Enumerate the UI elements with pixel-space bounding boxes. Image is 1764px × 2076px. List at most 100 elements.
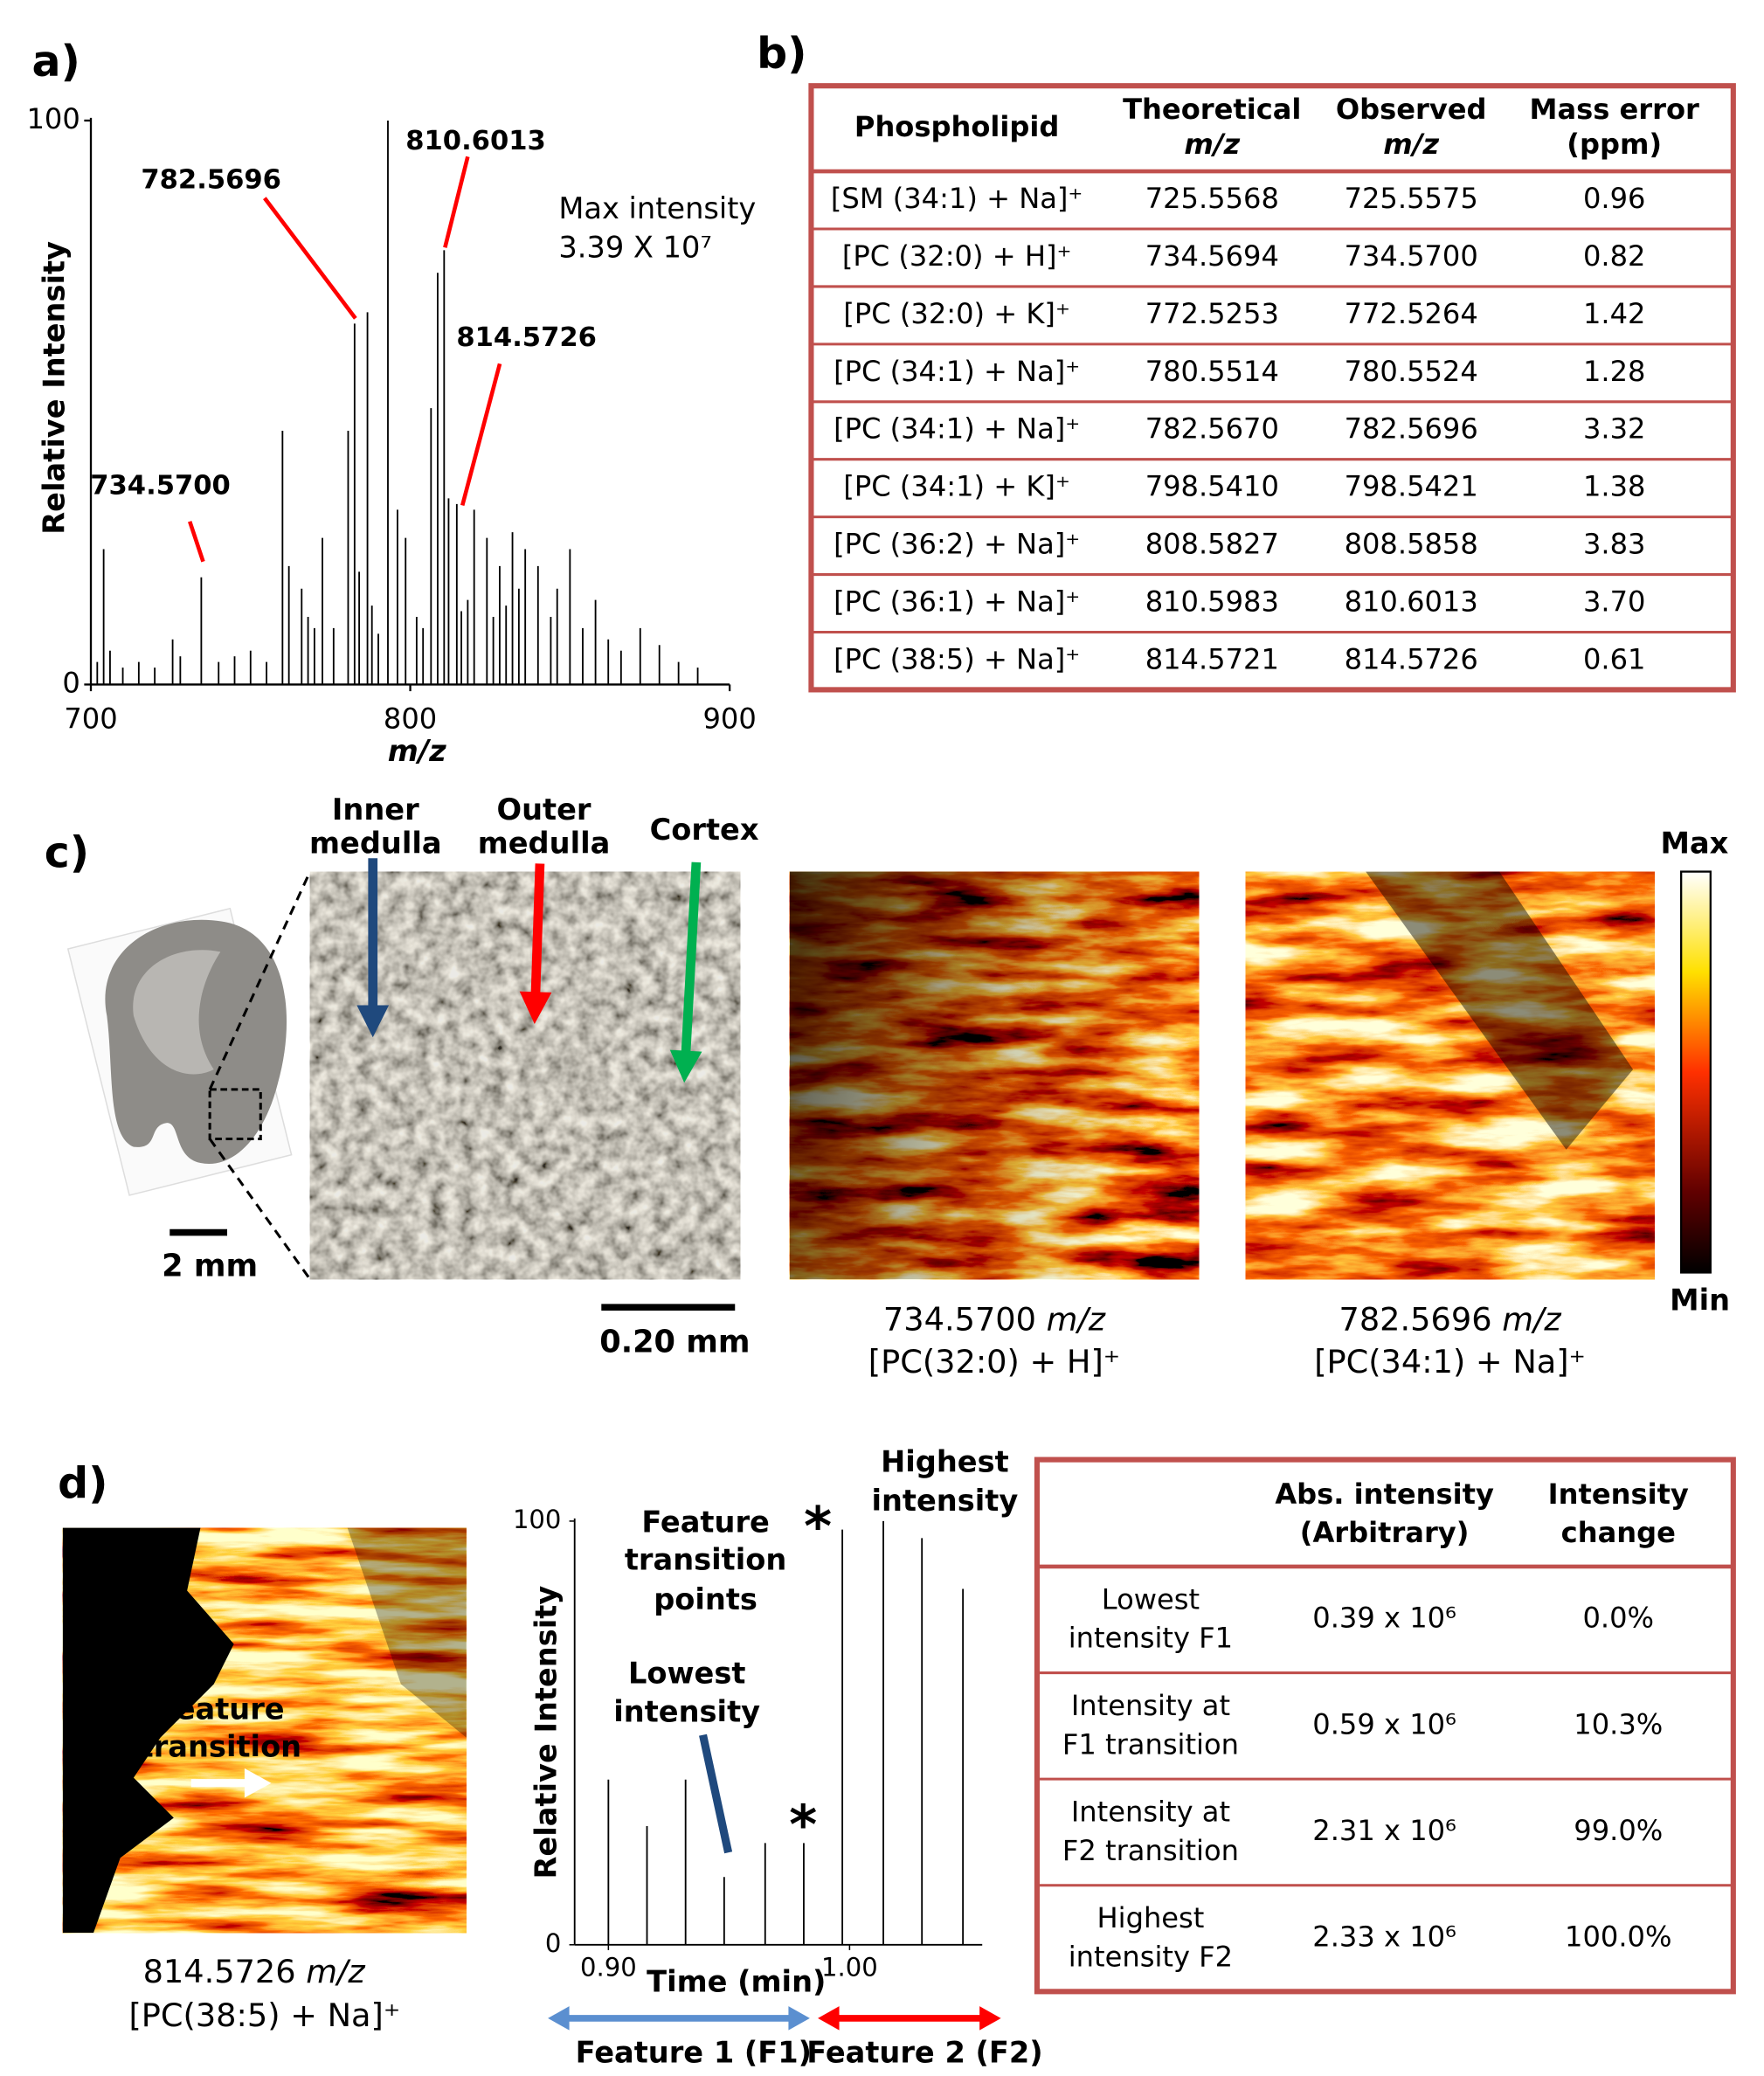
colorbar [1680, 870, 1712, 1274]
region-arrow-head [356, 1005, 390, 1038]
zoom-line [208, 870, 312, 1090]
table-header: Theoretical [1123, 93, 1301, 126]
y-tick-label: 0 [545, 1928, 561, 1958]
annotation-line [188, 521, 205, 563]
ion-name: [PC(32:0) + H]⁺ [868, 1343, 1120, 1381]
table-cell: 782.5696 [1345, 412, 1478, 446]
region-label: Outer [497, 792, 591, 827]
ion-image-shade [789, 871, 1200, 1280]
highest-label: Highest [881, 1445, 1009, 1479]
table-cell: 810.5983 [1145, 585, 1279, 619]
peak-annotation: 814.5726 [456, 322, 597, 353]
table-cell: 99.0% [1574, 1814, 1663, 1847]
y-tick-label: 100 [26, 102, 80, 135]
region-arrow-head [519, 991, 552, 1024]
table-cell: [PC (34:1) + Na]⁺ [834, 412, 1080, 446]
table-cell: [PC (36:2) + Na]⁺ [834, 528, 1080, 561]
ion-image-shade [62, 1527, 234, 1934]
table-header: m/z [1184, 128, 1240, 161]
x-axis-title: Time (min) [647, 1965, 826, 1999]
transition-label: Feature [641, 1505, 770, 1539]
feature-arrow-head [979, 2006, 1001, 2031]
table-cell: [PC (36:1) + Na]⁺ [834, 585, 1080, 619]
max-intensity-value: 3.39 X 10⁷ [558, 230, 712, 264]
annotation-line [443, 156, 470, 248]
ion-mz: 782.5696 [1339, 1300, 1492, 1338]
x-axis-title: m/z [388, 734, 446, 768]
annotation-line [460, 363, 502, 507]
annotation-line [263, 197, 357, 320]
table-cell: 798.5410 [1145, 470, 1279, 503]
table-cell: [PC (32:0) + H]⁺ [842, 239, 1072, 273]
scale-label: 0.20 mm [599, 1325, 750, 1360]
transition-arrow-head [244, 1768, 272, 1798]
transition-label: transition [625, 1542, 786, 1576]
table-cell: [PC (34:1) + Na]⁺ [834, 355, 1080, 388]
y-tick-label: 100 [513, 1505, 561, 1534]
table-cell: 0.61 [1583, 642, 1646, 675]
table-border [808, 83, 1736, 693]
peak-annotation: 782.5696 [141, 164, 281, 195]
table-row-label: intensity F2 [1069, 1940, 1233, 1973]
optical-shade [309, 871, 741, 1280]
table-cell: 3.70 [1583, 585, 1646, 619]
table-cell: 0.39 x 10⁶ [1312, 1602, 1456, 1635]
ion-unit: m/z [1047, 1300, 1106, 1338]
table-row-label: F1 transition [1062, 1727, 1239, 1761]
zoom-line [208, 1138, 312, 1280]
region-arrow [681, 862, 702, 1058]
ion-image-shade [347, 1527, 467, 1738]
table-header: Observed [1336, 93, 1487, 126]
lowest-star: * [789, 1794, 817, 1856]
table-cell: 0.59 x 10⁶ [1312, 1707, 1456, 1740]
lowest-pointer [699, 1733, 733, 1854]
region-label: Cortex [650, 813, 759, 847]
y-axis-title: Relative Intensity [38, 241, 72, 535]
table-cell: 798.5421 [1345, 470, 1478, 503]
table-cell: 734.5694 [1145, 239, 1279, 273]
region-label: Inner [332, 792, 419, 827]
table-cell: 100.0% [1565, 1920, 1671, 1954]
table-cell: 808.5827 [1145, 528, 1279, 561]
table-cell: 725.5575 [1345, 182, 1478, 215]
scale-label: 2 mm [162, 1248, 258, 1284]
panel-label: b) [757, 29, 806, 79]
table-cell: [PC (32:0) + K]⁺ [843, 297, 1070, 330]
table-cell: [SM (34:1) + Na]⁺ [831, 182, 1083, 215]
table-cell: 725.5568 [1145, 182, 1279, 215]
colorbar-max: Max [1661, 826, 1729, 860]
panel-label: c) [45, 828, 89, 878]
feature-label: Feature 2 (F2) [806, 2036, 1042, 2070]
table-cell: 2.31 x 10⁶ [1312, 1814, 1456, 1847]
table-row-label: intensity F1 [1069, 1622, 1233, 1655]
table-row-label: F2 transition [1062, 1834, 1239, 1867]
table-cell: 772.5253 [1145, 297, 1279, 330]
x-tick-label: 1.00 [821, 1952, 878, 1982]
table-cell: 1.28 [1583, 355, 1646, 388]
table-cell: 810.6013 [1345, 585, 1478, 619]
x-tick-label: 0.90 [580, 1952, 637, 1982]
table-row-label: Intensity at [1071, 1796, 1230, 1829]
feature-arrow-head [818, 2006, 840, 2031]
ion-unit: m/z [306, 1952, 365, 1990]
table-cell: 1.42 [1583, 297, 1646, 330]
table-row-label: Highest [1097, 1901, 1205, 1934]
arrow-label: Feature [156, 1692, 285, 1727]
table-header: m/z [1383, 128, 1439, 161]
table-cell: 3.32 [1583, 412, 1646, 446]
max-intensity: Max intensity [558, 191, 756, 225]
table-header: (Arbitrary) [1300, 1516, 1470, 1549]
ion-caption: 734.5700 m/z [883, 1300, 1106, 1338]
table-row-label: Intensity at [1071, 1689, 1230, 1722]
x-tick-label: 700 [64, 702, 117, 736]
lowest-label: intensity [613, 1695, 760, 1729]
ion-mz: 734.5700 [883, 1300, 1036, 1338]
colorbar-min: Min [1670, 1284, 1730, 1318]
table-cell: [PC (34:1) + K]⁺ [843, 470, 1070, 503]
y-tick-label: 0 [62, 666, 80, 699]
table-cell: 782.5670 [1145, 412, 1279, 446]
table-cell: 808.5858 [1345, 528, 1478, 561]
lowest-label: Lowest [628, 1656, 745, 1690]
x-tick-label: 800 [384, 702, 437, 736]
